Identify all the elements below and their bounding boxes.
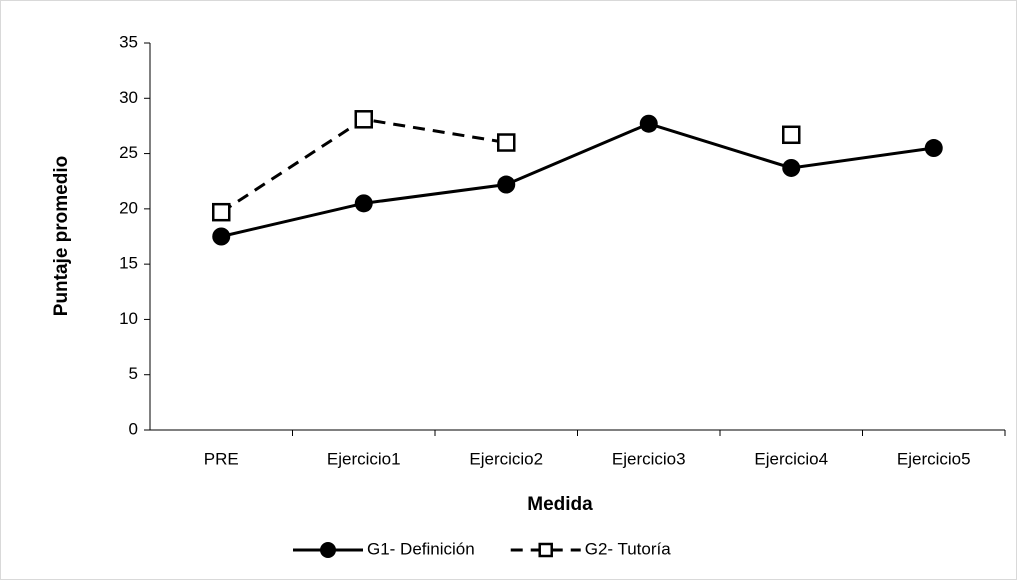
point xyxy=(924,139,943,158)
y-tick-label: 15 xyxy=(119,254,138,273)
point xyxy=(639,114,658,133)
point xyxy=(354,110,373,129)
point xyxy=(782,125,801,145)
x-tick-label: PRE xyxy=(204,449,239,468)
legend-marker xyxy=(538,542,553,558)
legend-label: G2- Tutoría xyxy=(585,539,672,558)
y-tick-label: 5 xyxy=(129,364,138,383)
x-tick-label: Ejercicio1 xyxy=(327,449,401,468)
y-axis-label: Puntaje promedio xyxy=(51,156,72,316)
point xyxy=(212,202,231,222)
y-tick-label: 25 xyxy=(119,143,138,162)
series-line xyxy=(220,122,934,238)
x-tick-label: Ejercicio4 xyxy=(754,449,828,468)
x-tick-label: Ejercicio5 xyxy=(897,449,971,468)
point xyxy=(497,133,516,152)
y-tick-label: 20 xyxy=(119,198,138,217)
point xyxy=(782,158,801,177)
y-tick-label: 0 xyxy=(129,419,138,438)
point xyxy=(354,194,373,213)
y-tick-label: 30 xyxy=(119,88,138,107)
legend-marker xyxy=(320,542,336,558)
x-tick-label: Ejercicio3 xyxy=(612,449,686,468)
x-axis-label: Medida xyxy=(527,494,593,515)
y-tick-label: 10 xyxy=(119,309,138,328)
point xyxy=(212,227,231,246)
point xyxy=(497,175,516,194)
legend-label: G1- Definición xyxy=(367,539,475,558)
x-tick-label: Ejercicio2 xyxy=(469,449,543,468)
y-tick-label: 35 xyxy=(119,32,138,51)
